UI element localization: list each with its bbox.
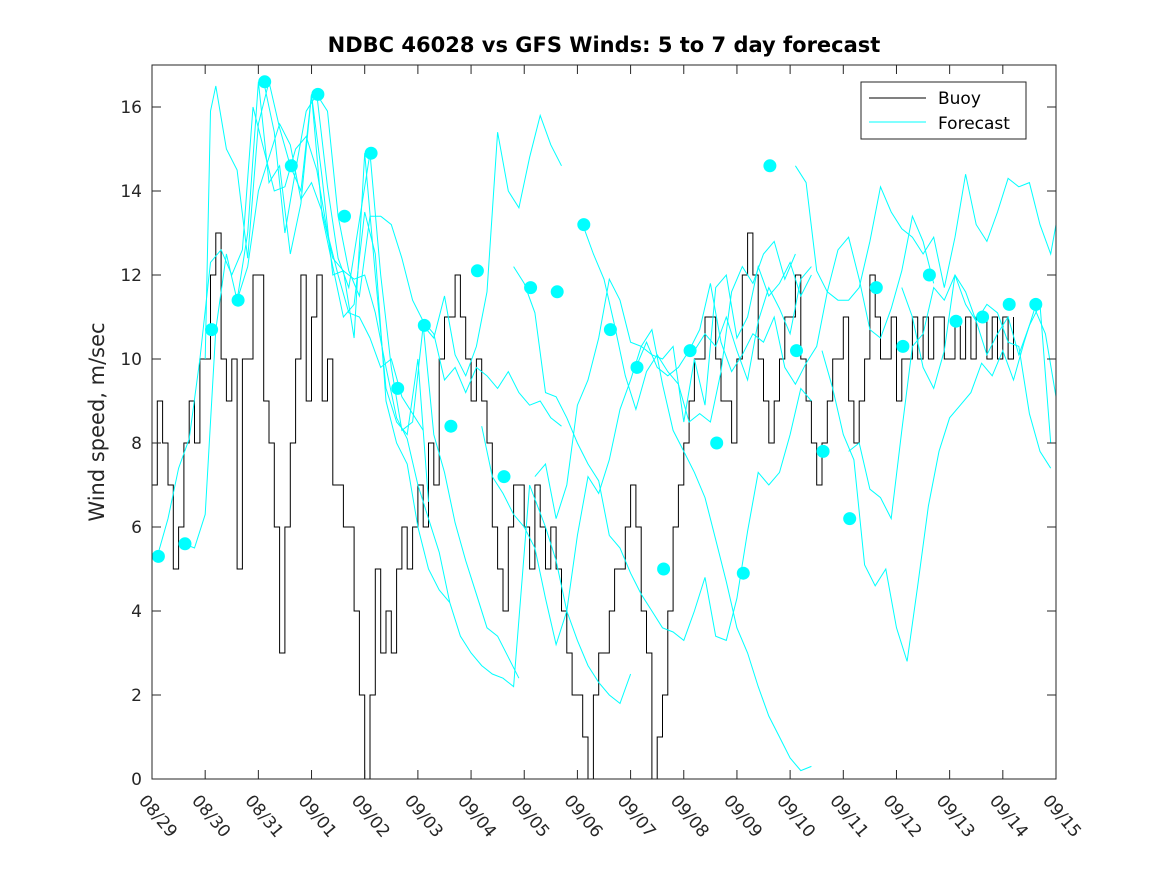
forecast-series-line-10 (534, 277, 812, 772)
forecast-marker (603, 323, 617, 337)
legend-box (860, 81, 1027, 140)
forecast-marker (151, 549, 165, 563)
forecast-marker (843, 512, 857, 526)
forecast-marker (1029, 297, 1043, 311)
forecast-marker (284, 159, 298, 173)
forecast-marker (338, 209, 351, 223)
forecast-series-line-14 (794, 165, 1057, 301)
series-layer (151, 75, 1057, 780)
forecast-marker (816, 444, 830, 458)
y-tick-label: 10 (120, 350, 142, 370)
y-axis: 0 2 4 6 8 10 12 14 16 (120, 98, 1056, 790)
forecast-marker (444, 419, 458, 433)
forecast-series-line-7 (422, 113, 562, 378)
forecast-marker (869, 281, 883, 295)
forecast-marker (391, 381, 405, 395)
forecast-marker (311, 87, 325, 101)
forecast-marker (922, 268, 936, 282)
y-tick-label: 6 (131, 518, 142, 538)
forecast-series-line-1 (156, 106, 424, 557)
y-tick-label: 12 (120, 266, 142, 286)
y-tick-label: 0 (131, 770, 142, 790)
forecast-marker (683, 344, 697, 358)
y-tick-label: 8 (131, 434, 142, 454)
forecast-marker (364, 146, 378, 160)
forecast-marker (470, 264, 484, 278)
forecast-marker (205, 323, 219, 337)
plot-frame (151, 64, 1057, 780)
forecast-marker (497, 470, 511, 484)
forecast-series-line-2 (183, 81, 429, 549)
forecast-marker (736, 566, 750, 580)
y-tick-label: 4 (131, 602, 142, 622)
forecast-marker (417, 318, 431, 332)
y-tick-label: 16 (120, 98, 142, 118)
plot-area (152, 65, 1056, 779)
legend-buoy-label: Buoy (938, 89, 981, 109)
forecast-marker (258, 75, 272, 89)
forecast-marker (710, 436, 724, 450)
forecast-marker (976, 310, 990, 324)
forecast-series-line-13 (693, 266, 812, 382)
chart-title: NDBC 46028 vs GFS Winds: 5 to 7 day fore… (328, 33, 881, 57)
forecast-marker (763, 159, 777, 173)
y-tick-label: 2 (131, 686, 142, 706)
legend-forecast-label: Forecast (938, 114, 1010, 134)
forecast-marker (896, 339, 910, 353)
buoy-series-line (152, 232, 1014, 780)
forecast-series-line-9 (513, 266, 812, 642)
forecast-marker (178, 537, 192, 551)
forecast-series-line-16 (848, 273, 1052, 521)
forecast-marker (550, 285, 564, 299)
forecast-marker (657, 562, 671, 576)
legend: Buoy Forecast (860, 81, 1027, 140)
forecast-marker (1002, 297, 1016, 311)
forecast-series-line-12 (635, 214, 935, 386)
forecast-series-line-17 (901, 274, 1052, 444)
forecast-series-line-6 (316, 94, 562, 427)
y-tick-label: 14 (120, 182, 142, 202)
forecast-series-line-5 (263, 81, 520, 679)
forecast-marker (630, 360, 644, 374)
forecast-series-line-3 (204, 81, 451, 603)
forecast-series-line-15 (821, 307, 1057, 662)
y-axis-label: Wind speed, m/sec (85, 322, 109, 521)
forecast-marker (231, 293, 245, 307)
forecast-marker (577, 218, 591, 232)
forecast-marker (524, 281, 538, 295)
forecast-marker (790, 344, 803, 358)
forecast-series-line-11 (582, 224, 796, 423)
forecast-marker (949, 314, 963, 328)
